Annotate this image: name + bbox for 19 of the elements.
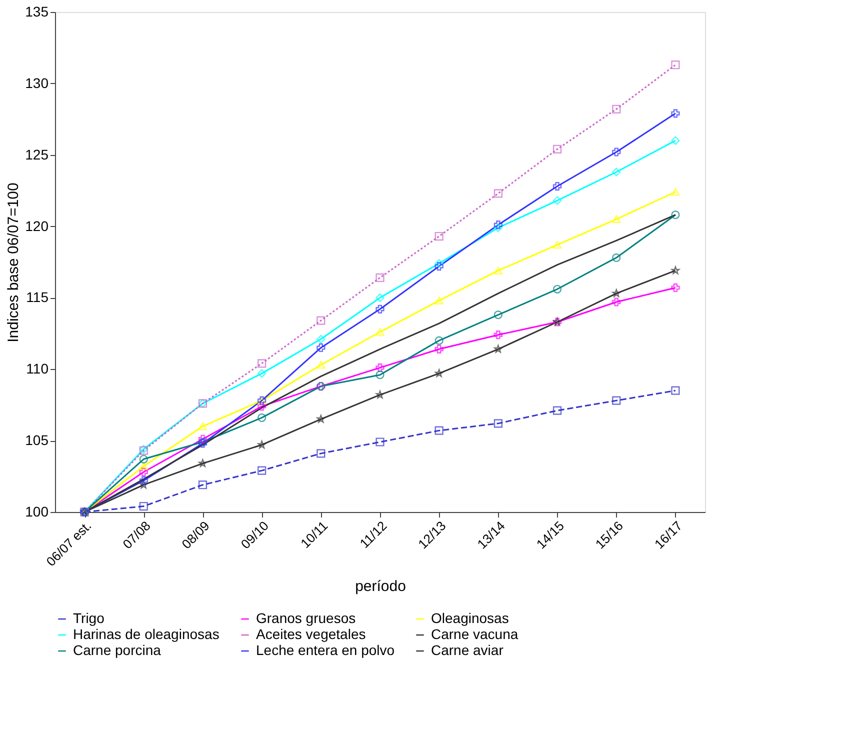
y-tick-label: 110 [26, 360, 49, 377]
legend-label: Aceites vegetales [256, 626, 366, 642]
legend-label: Trigo [73, 610, 105, 626]
y-tick-label: 130 [25, 74, 49, 91]
legend-label: Carne vacuna [431, 626, 518, 642]
legend-label: Harinas de oleaginosas [73, 626, 220, 642]
y-axis-title: Indices base 06/07=100 [5, 182, 22, 342]
legend-label: Carne porcina [73, 642, 162, 658]
y-tick-label: 120 [25, 218, 49, 234]
y-tick-label: 100 [25, 504, 49, 520]
legend-label: Oleaginosas [431, 610, 509, 626]
y-tick-label: 125 [25, 146, 49, 162]
x-axis-title: período [355, 578, 406, 596]
legend-label: Granos gruesos [256, 610, 356, 626]
legend-label: Carne aviar [431, 642, 504, 658]
y-tick-label: 135 [25, 4, 49, 20]
y-tick-label: 115 [26, 289, 49, 306]
y-tick-label: 105 [25, 432, 49, 448]
legend-label: Leche entera en polvo [256, 642, 395, 658]
